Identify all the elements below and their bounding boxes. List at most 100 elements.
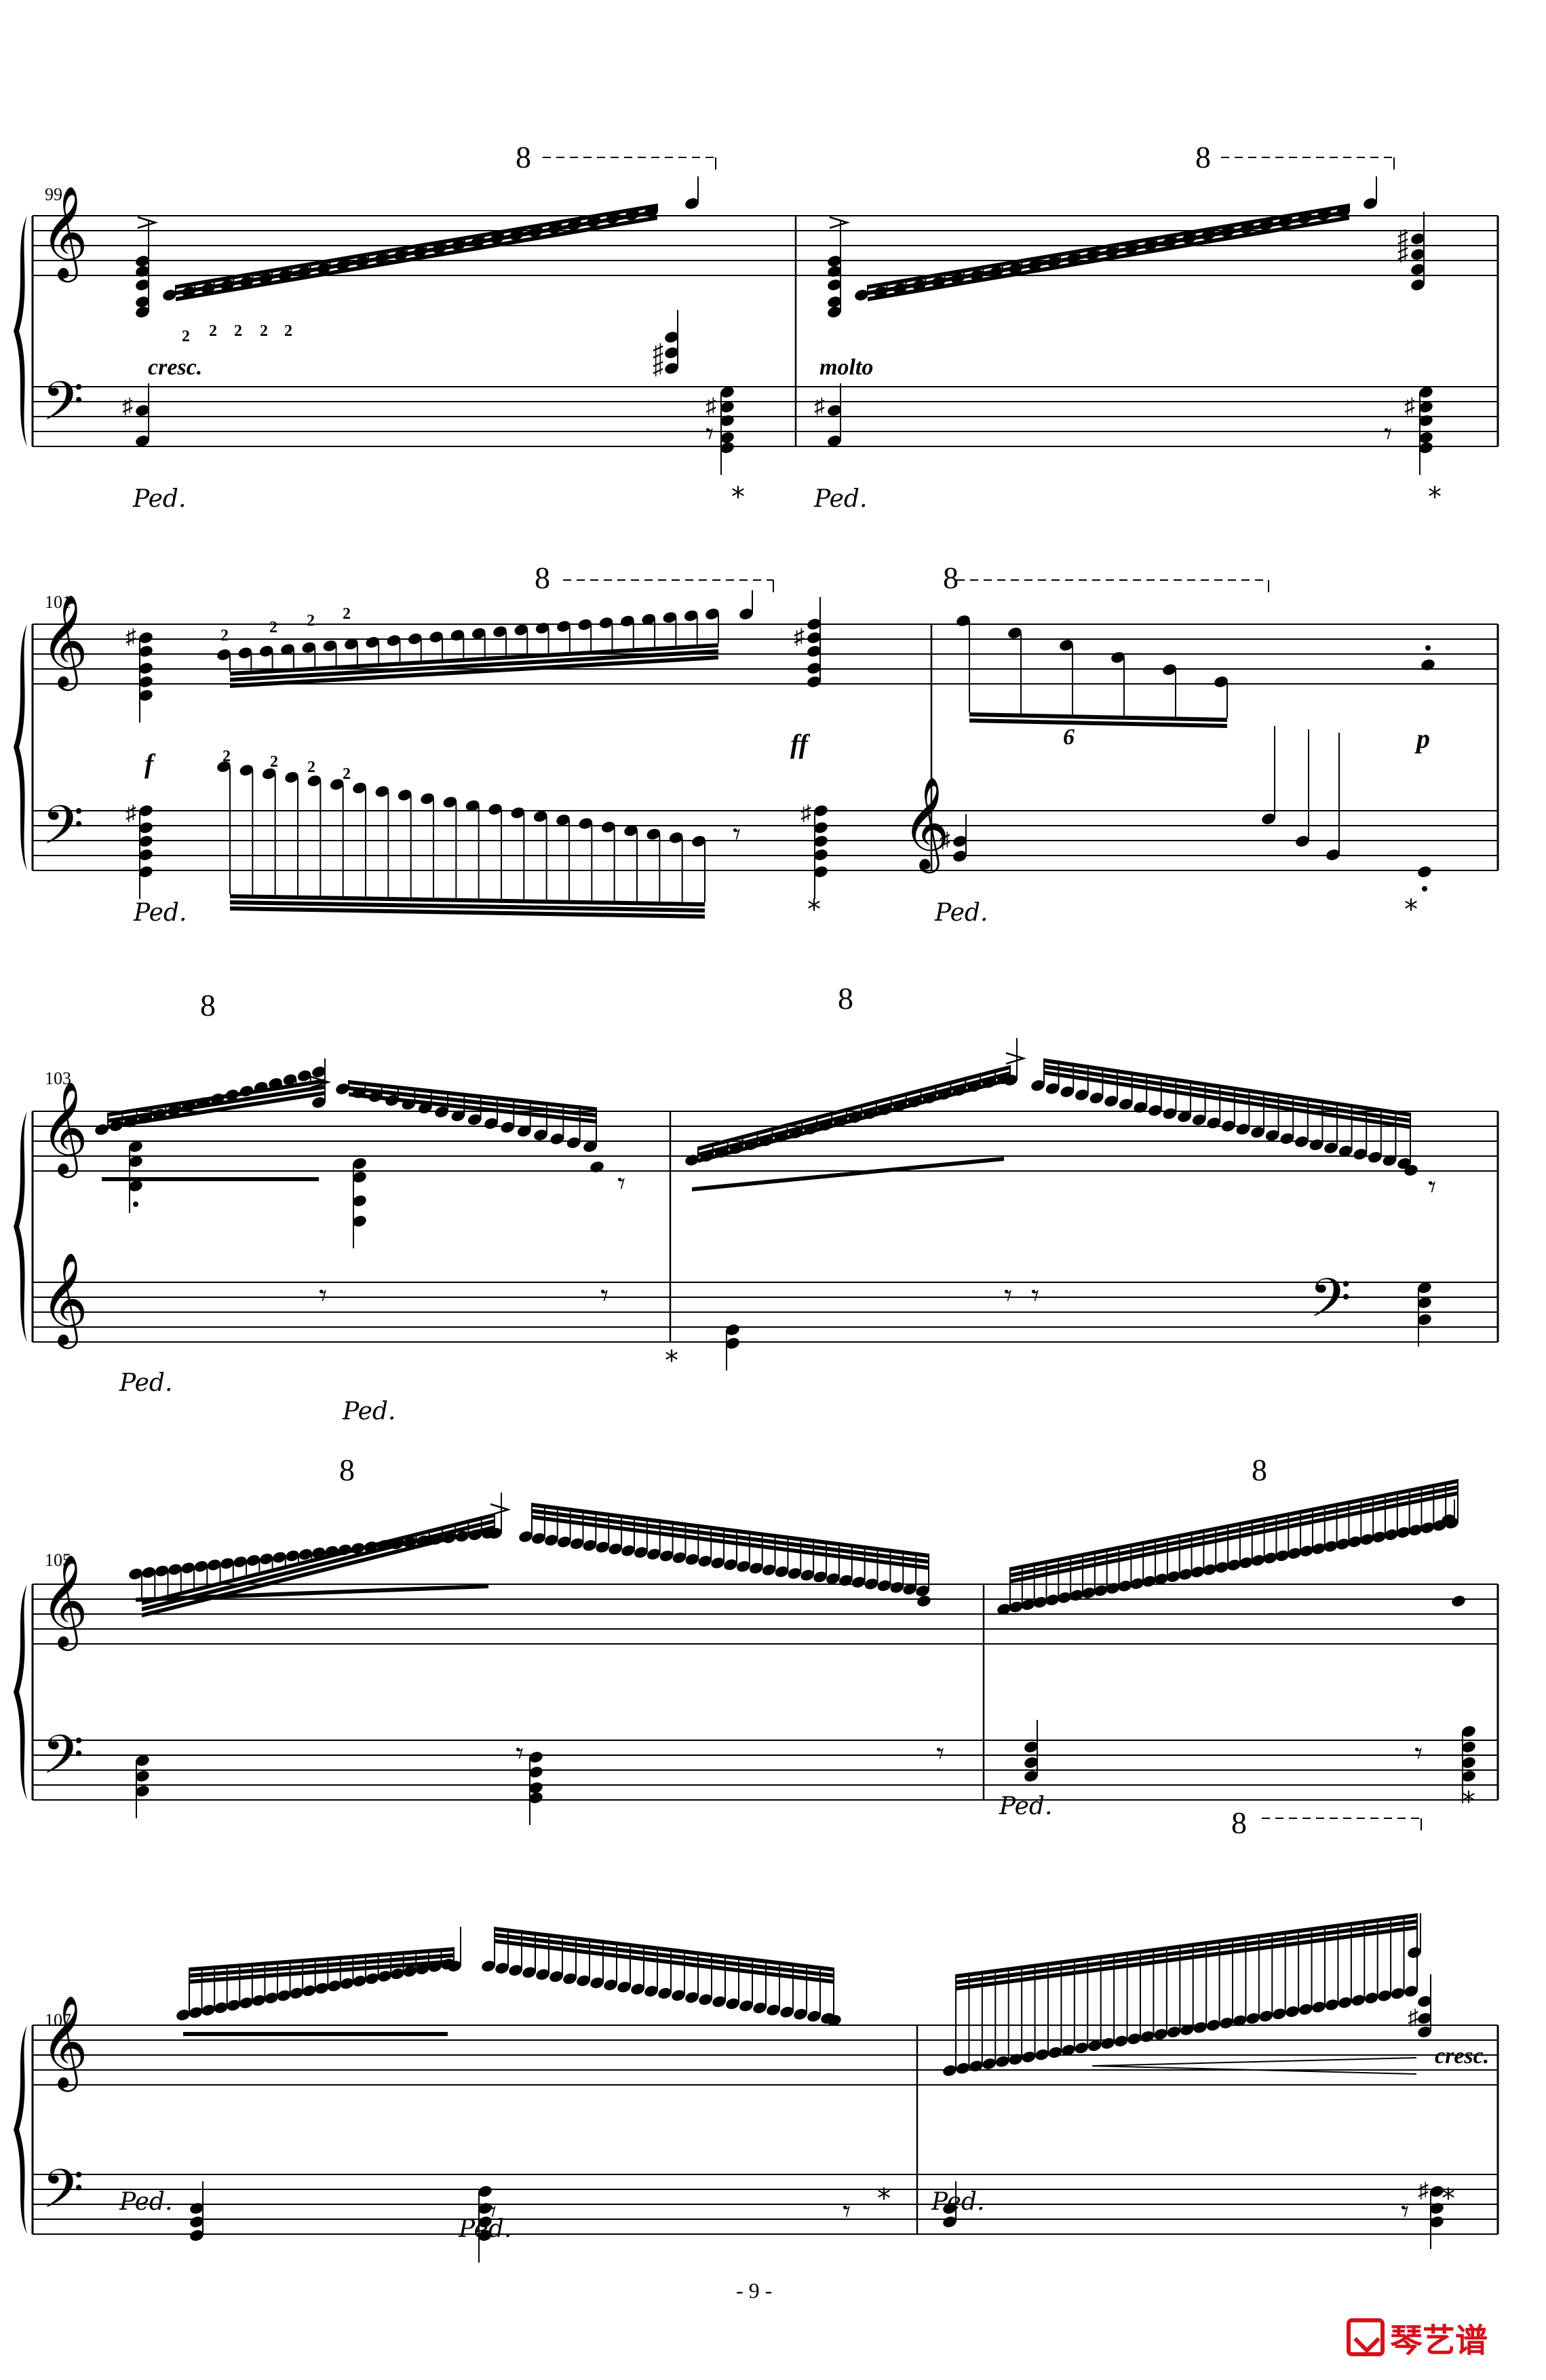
notehead [828,2015,841,2026]
notehead [590,1162,604,1172]
notehead [1418,866,1431,877]
notehead [495,1963,509,1974]
notehead [665,347,678,358]
pedal-marking: Ped. [119,2188,173,2216]
notehead [136,1786,149,1797]
notehead [375,786,389,797]
notehead [1280,1133,1294,1145]
fingering: 2 [343,605,351,623]
notehead [646,1548,661,1560]
notehead [1166,1571,1180,1582]
treble-clef: 𝄞 [41,1253,88,1349]
notehead [262,768,276,780]
notehead [302,642,315,653]
notehead [1326,849,1340,860]
pedal-marking: Ped. [999,1792,1053,1820]
notehead [168,1564,182,1575]
notehead [851,1577,866,1588]
notehead [534,1130,547,1140]
expression-marking: cresc. [1435,2043,1490,2069]
notehead [201,2005,215,2016]
notehead [685,1992,699,2003]
notehead [1312,1543,1326,1554]
fingering: 2 [223,748,231,765]
notehead [1462,1742,1475,1752]
notehead [583,1141,597,1152]
notehead [1396,1527,1410,1538]
notehead [1192,1114,1206,1126]
notehead [1114,2035,1128,2047]
notehead [233,1556,247,1568]
notehead [604,1979,617,1991]
notehead [139,822,153,833]
notehead [136,307,149,318]
sharp: ♯ [814,394,825,418]
crescendo-hairpin [1091,2057,1417,2075]
fingering: 2 [307,759,315,776]
notehead [762,1565,776,1575]
notehead [136,405,149,416]
notehead [139,646,153,657]
notehead [1193,2022,1207,2033]
notehead [749,1562,763,1574]
notehead [1236,1124,1250,1135]
notehead [807,646,821,657]
notehead [1246,2013,1260,2024]
notehead [1142,1575,1156,1587]
notehead [1462,1771,1475,1782]
notehead [139,663,153,674]
bass-clef: 𝄢 [42,796,84,868]
bass-clef: 𝄢 [1309,1269,1351,1341]
brace [14,1584,27,1800]
notehead [1022,2052,1036,2062]
notehead [720,442,734,453]
beam [868,204,1349,289]
notehead [579,818,593,829]
notehead [1286,2006,1299,2017]
treble-clef: 𝄞 [41,187,88,282]
fingering: 2 [307,612,315,630]
notehead [658,1988,672,1999]
pedal-release-marking: * [807,894,821,925]
notehead [828,405,841,416]
staccato-dot [1422,886,1427,891]
notehead [330,779,344,790]
notehead [265,1993,278,2003]
notehead [1048,2047,1062,2058]
eighth-rest: 𝄾 [706,417,714,451]
beam [495,1927,834,1972]
notehead [190,2230,204,2241]
beam [1044,1064,1410,1123]
notehead [1239,1557,1253,1569]
notehead [1263,1552,1277,1564]
notehead [522,1967,536,1978]
notehead [669,832,683,843]
notehead [390,1968,404,1980]
notehead [1008,628,1022,638]
notehead [1104,1096,1118,1107]
beam [108,1085,325,1123]
notehead [720,432,734,443]
notehead [737,1561,750,1572]
notehead [813,1571,827,1583]
notehead [672,1990,685,2001]
fingering: 2 [220,627,229,645]
notehead [181,1562,195,1573]
notehead [1178,1111,1191,1122]
notehead [176,2010,190,2020]
notehead [1130,1578,1144,1590]
notehead [1364,198,1377,209]
notehead [665,332,678,343]
fingering: 2 [284,322,292,340]
beam [142,1513,495,1605]
brand-logo: 琴艺谱 [1347,2314,1530,2361]
beam [1010,1479,1458,1571]
notehead [1045,1594,1060,1606]
fingering: 2 [182,328,190,345]
notehead [1418,1297,1431,1308]
sharp: ♯ [794,624,805,649]
pedal-marking: Ped. [133,485,187,513]
notehead [353,782,366,794]
notehead [583,1540,597,1551]
